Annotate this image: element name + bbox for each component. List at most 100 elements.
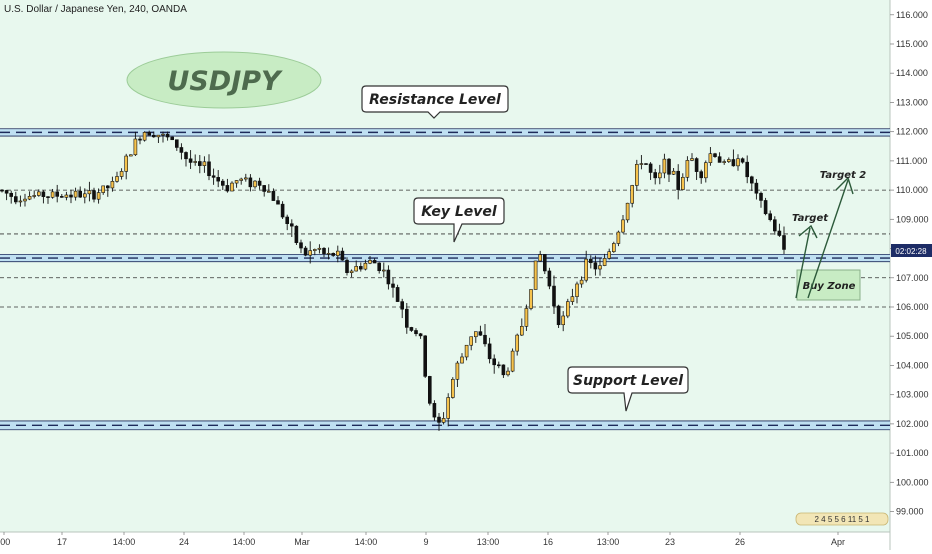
candles-layer (0, 130, 786, 431)
candle-bullish (156, 134, 161, 138)
candle-bearish (299, 242, 303, 249)
price-tick-label: 110.000 (896, 185, 928, 195)
candle-bearish (78, 190, 82, 198)
candle-bullish (671, 170, 676, 175)
candle-bearish (763, 200, 768, 215)
buy-zone[interactable]: Buy Zone (796, 269, 861, 301)
target2-arrow-head (835, 176, 854, 195)
candle-bearish (772, 219, 777, 232)
candle-bearish (749, 176, 754, 184)
candle-bullish (87, 190, 92, 195)
price-tick-label: 113.000 (896, 97, 928, 107)
candle-bullish (639, 163, 644, 165)
candle-bearish (225, 185, 230, 192)
price-axis[interactable]: 116.000 115.000 114.000 113.000 112.000 111.0… (890, 10, 929, 517)
candle-bearish (391, 283, 395, 288)
candle-bearish (276, 200, 280, 205)
candle-bullish (726, 159, 731, 162)
key-level-callout[interactable]: Key Level (413, 197, 505, 243)
candle-bullish (575, 283, 579, 297)
support-callout-box (567, 366, 689, 412)
candle-bearish (221, 180, 225, 186)
candle-bearish (294, 225, 299, 244)
watermark: USDJPY (126, 51, 322, 109)
candle-bullish (524, 308, 529, 327)
candle-bullish (110, 181, 115, 189)
candle-bullish (446, 397, 451, 419)
level-band (0, 420, 890, 430)
time-axis[interactable]: :00 17 14:00 24 14:00 Mar 14:00 9 13:00 16 13:00 23… (0, 532, 845, 547)
price-tick-label: 111.000 (896, 156, 927, 166)
candle-bearish (437, 416, 441, 423)
candle-bullish (565, 301, 570, 317)
candle-bullish (266, 191, 271, 193)
target-label: Target (792, 213, 829, 224)
candle-bearish (648, 163, 653, 173)
candle-bullish (239, 178, 243, 181)
candle-bearish (644, 163, 648, 165)
time-tick-label: 26 (735, 537, 745, 547)
candle-bearish (547, 270, 552, 287)
target2-label: Target 2 (820, 170, 867, 181)
candle-bearish (731, 159, 736, 167)
candle-bullish (129, 154, 133, 157)
resistance-callout[interactable]: Resistance Level (361, 85, 509, 119)
candle-bullish (630, 185, 635, 204)
price-tick-label: 105.000 (896, 331, 929, 341)
resistance-callout-box (361, 85, 509, 119)
candle-bullish (607, 251, 612, 259)
time-tick-label: 13:00 (477, 537, 500, 547)
candle-bearish (483, 334, 487, 345)
candle-bullish (529, 289, 533, 309)
candle-bearish (106, 185, 110, 189)
support-callout[interactable]: Support Level (567, 366, 689, 412)
candle-bullish (326, 252, 331, 255)
key-level-label: Key Level (421, 204, 497, 220)
candle-bearish (713, 153, 717, 157)
price-tick-label: 102.000 (896, 419, 929, 429)
candle-bearish (694, 158, 699, 172)
candle-bearish (248, 177, 253, 188)
candle-bullish (381, 269, 386, 272)
candle-bearish (69, 194, 73, 198)
candle-bullish (441, 418, 446, 423)
price-tick-label: 99.000 (896, 507, 924, 517)
time-tick-label: 17 (57, 537, 67, 547)
candle-bearish (409, 327, 414, 331)
candle-bearish (432, 403, 437, 418)
target2-arrow-line (807, 179, 849, 299)
candle-bullish (722, 161, 727, 163)
candle-bullish (685, 160, 690, 178)
candle-bearish (55, 191, 60, 197)
candle-bullish (602, 258, 607, 266)
candle-bearish (552, 285, 556, 307)
target-arrows: Target Target 2 (792, 170, 867, 299)
candle-bearish (59, 196, 64, 198)
buy-zone-label: Buy Zone (803, 281, 856, 292)
candle-bullish (253, 180, 257, 188)
candle-bullish (161, 133, 165, 136)
candle-bullish (133, 138, 138, 156)
candle-bearish (414, 330, 418, 335)
candle-bullish (36, 191, 41, 196)
candle-bullish (570, 296, 575, 302)
candle-bullish (680, 176, 685, 190)
candle-bullish (27, 196, 32, 200)
candle-bearish (46, 196, 50, 198)
candle-bullish (335, 250, 340, 256)
candle-bearish (262, 185, 267, 192)
candle-bearish (331, 252, 336, 256)
candle-bearish (759, 192, 763, 201)
key-level-callout-box (413, 197, 505, 243)
candle-bullish (708, 153, 713, 163)
candle-bearish (175, 139, 179, 148)
bottom-tag-text: 2 4 5 5 6 11 5 1 (814, 515, 870, 524)
candle-bearish (280, 203, 285, 218)
time-tick-label: 9 (423, 537, 428, 547)
candle-bearish (198, 161, 202, 166)
candle-bearish (395, 287, 400, 302)
candle-bullish (464, 344, 469, 358)
levels-layer (0, 128, 890, 431)
